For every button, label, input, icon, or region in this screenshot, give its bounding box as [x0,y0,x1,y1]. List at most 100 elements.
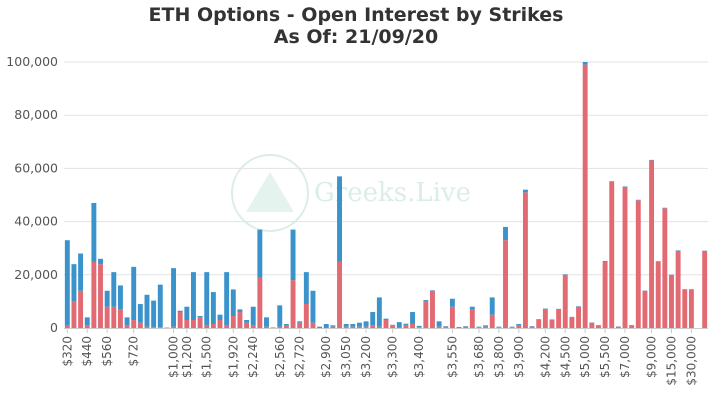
bar-put [210,324,216,328]
bar-put [463,326,469,328]
bar-put [337,261,342,328]
gridlines [64,61,708,276]
bar-put [582,64,588,328]
bar-put [649,160,655,328]
bar-put [290,280,296,328]
bar-put [257,277,263,328]
bar-call [635,199,641,201]
bar-put [356,326,362,328]
x-tick-label: $2,240 [246,336,260,378]
bar-put [64,325,70,328]
x-tick-label: $440 [80,336,94,367]
bar-put [483,326,489,328]
bar-put [237,312,243,328]
bar-call [430,290,435,291]
bar-call [556,308,562,310]
bar-call [111,272,117,307]
bar-call [250,306,256,326]
bar-call [403,323,409,326]
x-tick-label: $4,500 [558,336,572,378]
y-tick-label: 100,000 [6,54,58,69]
bar-call [483,325,489,327]
bar-call [529,326,535,327]
bar-put [98,264,103,328]
bar-call [337,176,342,262]
bar-call [157,284,163,328]
bar-call [197,316,203,318]
bar-call [244,320,250,323]
y-tick-label: 40,000 [14,214,58,229]
bar-call [283,324,289,326]
bar-put [503,240,508,328]
bar-put [363,326,369,328]
bar-put [111,306,117,328]
bar-put [622,187,628,328]
bar-put [529,326,535,328]
bar-put [283,325,289,328]
bar-call [363,321,369,327]
x-tick-label: $3,200 [359,336,373,378]
bar-put [416,327,422,328]
bar-call [323,324,329,328]
bar-put [297,322,303,328]
bar-put [562,274,568,328]
bar-put [516,325,522,328]
bar-call [536,319,542,321]
bar-call [562,274,568,275]
bar-call [542,308,548,310]
bar-call [503,226,508,241]
bar-call [137,304,143,323]
bar-put [589,322,595,328]
bar-put [157,327,163,328]
bar-put [177,312,183,328]
bar-put [569,317,575,328]
x-tick-label: $320 [60,336,74,367]
bar-call [71,264,77,302]
bar-put [496,327,502,328]
bar-call [297,321,303,323]
bar-call [290,229,296,281]
bar-put [84,325,90,328]
bar-call [270,327,276,328]
x-tick-label: $2,560 [273,336,287,378]
bar-call [370,312,376,326]
bar-call [230,289,236,317]
bar-call [171,268,177,327]
bar-put [436,326,442,328]
bar-call [184,306,190,321]
bar-put [383,320,389,328]
bar-call [224,272,230,326]
y-tick-label: 60,000 [14,160,58,175]
x-axis-labels: $320 $440 $560 $720 $1,000 $1,200 $1,500 $1,920… [60,336,698,386]
bar-call [98,258,103,265]
x-axis-ticks [66,328,692,333]
bar-put [144,326,150,328]
bar-call [662,207,668,209]
bar-call [350,324,356,327]
bar-put [277,326,283,328]
x-tick-label: $1,920 [226,336,240,378]
bar-put [403,325,409,328]
bar-call [423,300,429,302]
bar-call [416,325,422,328]
bar-put [595,325,601,328]
bar-call [330,325,336,327]
bar-put [430,290,435,328]
bar-put [310,322,316,328]
bar-put [244,322,250,328]
bar-put [191,320,196,328]
bar-call [117,285,123,310]
bar-call [277,305,283,327]
bar-put [443,326,449,328]
bar-call [191,272,196,321]
bar-put [131,320,137,328]
x-tick-label: $560 [100,336,114,367]
bar-call [469,306,475,310]
bar-call [210,292,216,325]
bar-put [549,320,555,328]
bar-call [104,290,110,307]
bar-call [144,294,150,327]
bar-put [303,304,309,328]
bar-call [124,317,130,326]
bar-call [303,272,309,305]
